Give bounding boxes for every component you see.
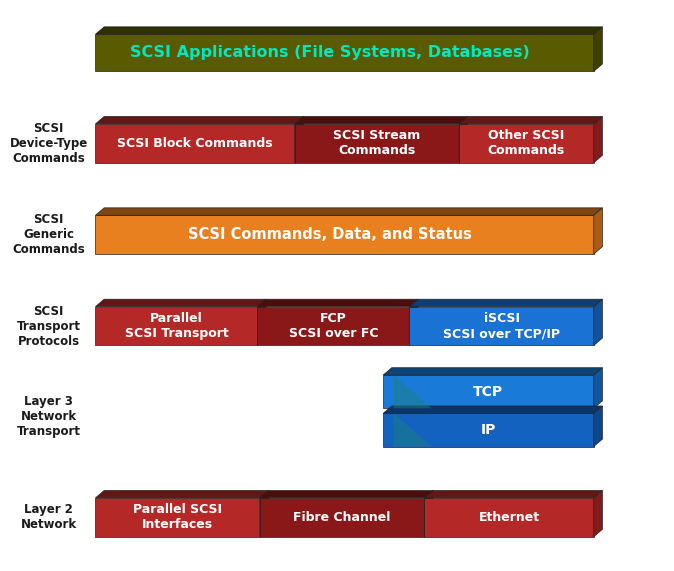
Bar (425, 498, 594, 537)
Bar (409, 307, 594, 345)
Polygon shape (257, 299, 266, 345)
Bar (96, 498, 260, 537)
Polygon shape (594, 208, 603, 254)
Bar (96, 124, 295, 163)
Text: SCSI
Generic
Commands: SCSI Generic Commands (12, 213, 85, 256)
Polygon shape (295, 116, 303, 163)
Polygon shape (394, 413, 431, 447)
Text: IP: IP (481, 423, 496, 437)
Bar (383, 413, 594, 447)
Polygon shape (394, 375, 431, 408)
Polygon shape (260, 490, 433, 498)
Polygon shape (383, 368, 603, 375)
Polygon shape (96, 27, 603, 34)
Polygon shape (295, 116, 468, 124)
Bar (295, 124, 459, 163)
Text: SCSI
Transport
Protocols: SCSI Transport Protocols (17, 304, 81, 348)
Polygon shape (425, 490, 433, 537)
Bar (260, 498, 425, 537)
Text: Layer 3
Network
Transport: Layer 3 Network Transport (17, 395, 81, 439)
Polygon shape (260, 490, 269, 537)
Text: iSCSI
SCSI over TCP/IP: iSCSI SCSI over TCP/IP (443, 312, 560, 340)
Bar (257, 307, 409, 345)
Polygon shape (96, 116, 303, 124)
Text: SCSI Commands, Data, and Status: SCSI Commands, Data, and Status (188, 227, 472, 242)
Text: SCSI Applications (File Systems, Databases): SCSI Applications (File Systems, Databas… (130, 45, 530, 61)
Bar (96, 307, 257, 345)
Bar (96, 215, 594, 254)
Polygon shape (257, 299, 418, 307)
Polygon shape (594, 368, 603, 408)
Text: Layer 2
Network: Layer 2 Network (21, 503, 77, 532)
Polygon shape (409, 299, 603, 307)
Polygon shape (96, 490, 269, 498)
Polygon shape (459, 116, 603, 124)
Text: Parallel SCSI
Interfaces: Parallel SCSI Interfaces (133, 503, 222, 532)
Bar (383, 375, 594, 408)
Text: Ethernet: Ethernet (479, 511, 540, 524)
Polygon shape (594, 299, 603, 345)
Text: Fibre Channel: Fibre Channel (293, 511, 391, 524)
Polygon shape (459, 116, 468, 163)
Polygon shape (383, 406, 603, 413)
Text: Other SCSI
Commands: Other SCSI Commands (488, 129, 565, 158)
Text: Parallel
SCSI Transport: Parallel SCSI Transport (125, 312, 228, 340)
Polygon shape (96, 208, 603, 215)
Bar (459, 124, 594, 163)
Text: FCP
SCSI over FC: FCP SCSI over FC (288, 312, 378, 340)
Polygon shape (594, 490, 603, 537)
Bar (96, 34, 594, 71)
Text: TCP: TCP (473, 385, 503, 399)
Polygon shape (96, 299, 266, 307)
Polygon shape (409, 299, 418, 345)
Polygon shape (425, 490, 603, 498)
Text: SCSI
Device-Type
Commands: SCSI Device-Type Commands (9, 122, 88, 165)
Polygon shape (594, 116, 603, 163)
Polygon shape (594, 27, 603, 71)
Text: SCSI Block Commands: SCSI Block Commands (117, 137, 273, 150)
Text: SCSI Stream
Commands: SCSI Stream Commands (334, 129, 421, 158)
Polygon shape (594, 406, 603, 447)
